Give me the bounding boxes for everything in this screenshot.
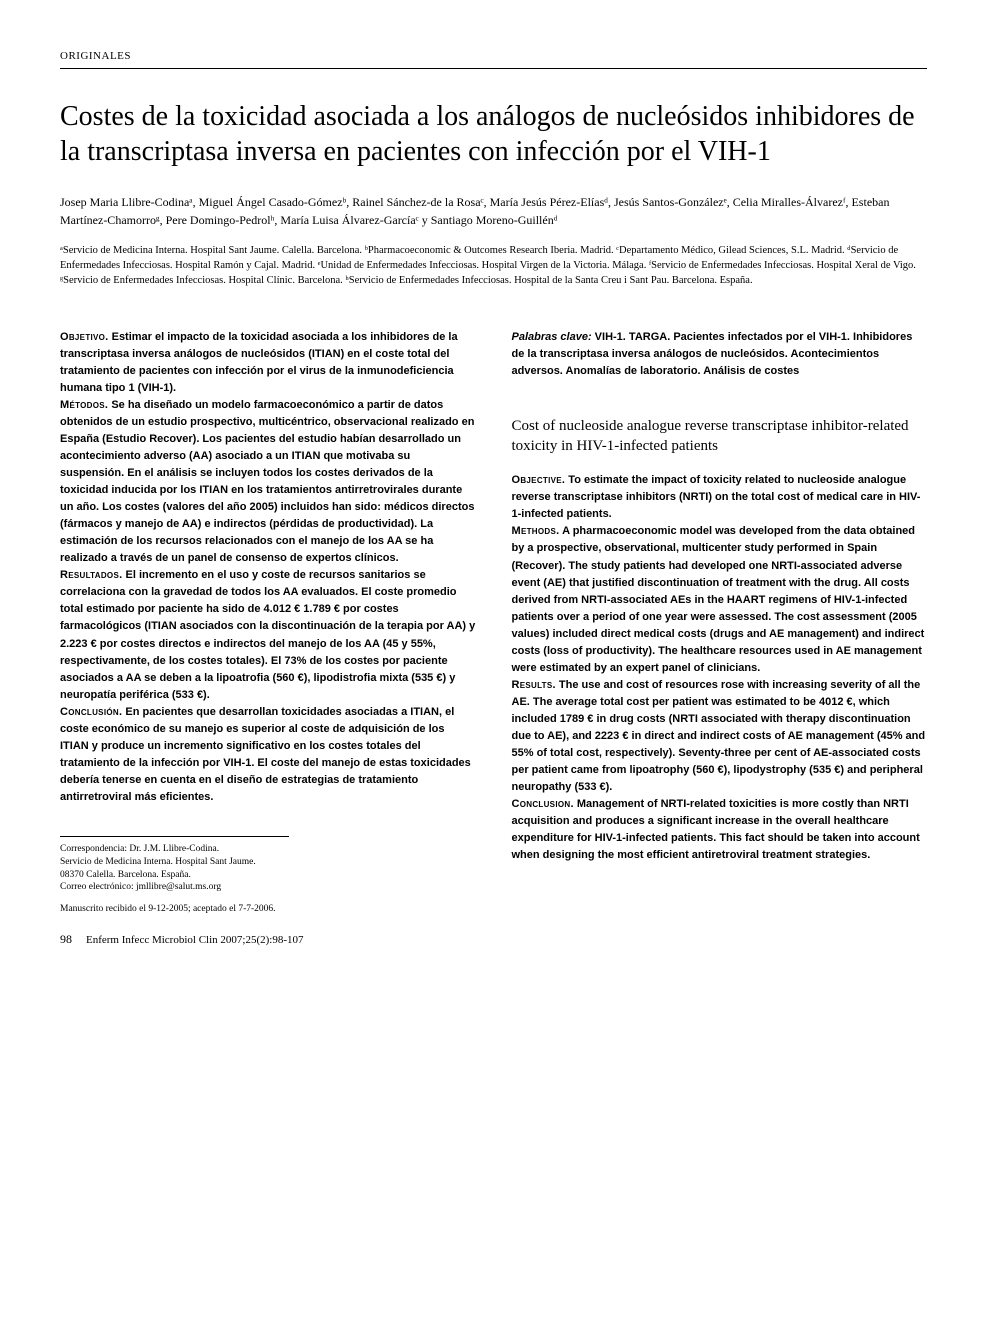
resultados-label: Resultados. (60, 569, 122, 581)
objective-text: To estimate the impact of toxicity relat… (512, 474, 921, 520)
corr-line1: Correspondencia: Dr. J.M. Llibre-Codina. (60, 843, 289, 856)
results-text: The use and cost of resources rose with … (512, 679, 926, 793)
abstract-english: Objective. To estimate the impact of tox… (512, 472, 928, 864)
objetivo-text: Estimar el impacto de la toxicidad asoci… (60, 331, 458, 394)
correspondence-block: Correspondencia: Dr. J.M. Llibre-Codina.… (60, 836, 289, 894)
corr-line2: Servicio de Medicina Interna. Hospital S… (60, 856, 289, 869)
methods-label: Methods. (512, 525, 560, 537)
conclusion-en-label: Conclusion. (512, 798, 574, 810)
metodos-text: Se ha diseñado un modelo farmacoeconómic… (60, 399, 474, 564)
keywords-label: Palabras clave: (512, 331, 592, 343)
keywords-block: Palabras clave: VIH-1. TARGA. Pacientes … (512, 329, 928, 380)
conclusion-es-label: Conclusión. (60, 706, 122, 718)
resultados-text: El incremento en el uso y coste de recur… (60, 569, 475, 700)
left-column: Objetivo. Estimar el impacto de la toxic… (60, 329, 476, 915)
corr-line4: Correo electrónico: jmllibre@salut.ms.or… (60, 881, 289, 894)
abstract-columns: Objetivo. Estimar el impacto de la toxic… (60, 329, 927, 915)
methods-text: A pharmacoeconomic model was developed f… (512, 525, 925, 673)
article-title: Costes de la toxicidad asociada a los an… (60, 99, 927, 169)
abstract-spanish: Objetivo. Estimar el impacto de la toxic… (60, 329, 476, 806)
page-footer: 98 Enferm Infecc Microbiol Clin 2007;25(… (60, 932, 927, 947)
metodos-label: Métodos. (60, 399, 108, 411)
manuscript-dates: Manuscrito recibido el 9-12-2005; acepta… (60, 904, 476, 914)
right-column: Palabras clave: VIH-1. TARGA. Pacientes … (512, 329, 928, 915)
results-label: Results. (512, 679, 556, 691)
corr-line3: 08370 Calella. Barcelona. España. (60, 869, 289, 882)
objective-label: Objective. (512, 474, 566, 486)
affiliations: ᵃServicio de Medicina Interna. Hospital … (60, 243, 927, 289)
english-title: Cost of nucleoside analogue reverse tran… (512, 416, 928, 457)
conclusion-es-text: En pacientes que desarrollan toxicidades… (60, 706, 471, 803)
objetivo-label: Objetivo. (60, 331, 109, 343)
section-header: ORIGINALES (60, 50, 927, 69)
authors-list: Josep Maria Llibre-Codinaᵃ, Miguel Ángel… (60, 193, 927, 229)
page-number: 98 (60, 932, 72, 947)
journal-citation: Enferm Infecc Microbiol Clin 2007;25(2):… (86, 934, 304, 946)
